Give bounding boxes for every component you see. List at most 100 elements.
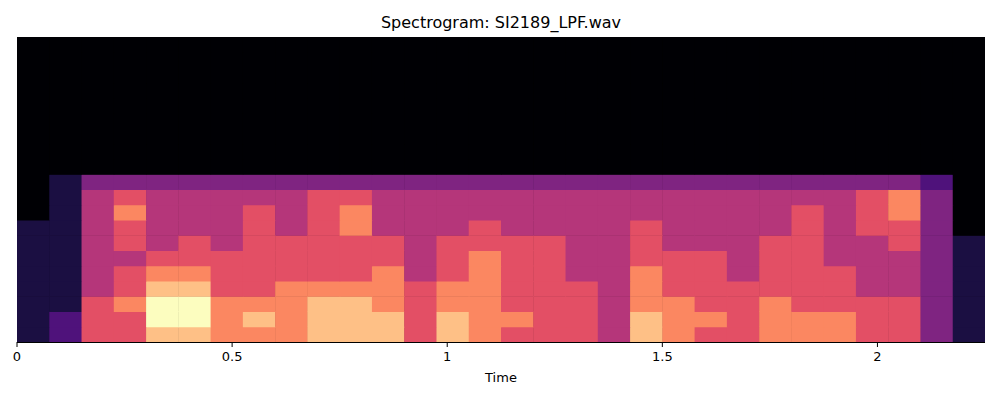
cell: [275, 327, 308, 342]
cell: [49, 220, 82, 236]
cell: [695, 113, 728, 129]
cell: [533, 312, 566, 328]
cell: [243, 113, 276, 129]
cell: [275, 190, 308, 206]
cell: [82, 37, 115, 53]
cell: [824, 205, 857, 221]
cell: [404, 83, 437, 99]
cell: [307, 251, 340, 267]
cell: [275, 220, 308, 236]
cell: [566, 98, 599, 114]
cell: [178, 251, 211, 267]
cell: [695, 37, 728, 53]
cell: [888, 52, 921, 68]
cell: [888, 68, 921, 84]
cell: [824, 296, 857, 312]
cell: [49, 174, 82, 190]
cell: [630, 174, 663, 190]
cell: [340, 83, 373, 99]
cell: [630, 52, 663, 68]
cell: [759, 296, 792, 312]
cell: [146, 174, 179, 190]
cell: [920, 251, 953, 267]
cell: [856, 113, 889, 129]
x-tick: [662, 342, 663, 347]
cell: [630, 37, 663, 53]
cell: [178, 174, 211, 190]
cell: [372, 174, 405, 190]
cell: [340, 235, 373, 251]
cell: [759, 266, 792, 282]
cell: [146, 37, 179, 53]
cell: [307, 159, 340, 175]
cell: [211, 83, 244, 99]
cell: [791, 159, 824, 175]
cell: [759, 52, 792, 68]
cell: [824, 83, 857, 99]
cell: [404, 266, 437, 282]
x-tick: [877, 342, 878, 347]
cell: [759, 113, 792, 129]
cell: [82, 52, 115, 68]
cell: [501, 113, 534, 129]
cell: [146, 327, 179, 342]
cell: [533, 296, 566, 312]
cell: [404, 159, 437, 175]
cell: [856, 83, 889, 99]
cell: [275, 174, 308, 190]
cell: [340, 98, 373, 114]
cell: [49, 98, 82, 114]
cell: [114, 129, 147, 145]
cell: [791, 327, 824, 342]
cell: [598, 296, 631, 312]
cell: [501, 281, 534, 297]
cell: [49, 296, 82, 312]
cell: [146, 159, 179, 175]
cell: [307, 83, 340, 99]
cell: [372, 220, 405, 236]
cell: [953, 251, 985, 267]
cell: [340, 144, 373, 160]
cell: [307, 144, 340, 160]
cell: [630, 281, 663, 297]
cell: [662, 190, 695, 206]
cell: [49, 52, 82, 68]
cell: [598, 83, 631, 99]
cell: [953, 113, 985, 129]
cell: [372, 327, 405, 342]
cell: [695, 296, 728, 312]
cell: [888, 37, 921, 53]
cell: [211, 113, 244, 129]
cell: [566, 251, 599, 267]
cell: [727, 83, 760, 99]
cell: [340, 205, 373, 221]
cell: [146, 83, 179, 99]
cell: [243, 190, 276, 206]
cell: [114, 144, 147, 160]
cell: [178, 266, 211, 282]
cell: [888, 312, 921, 328]
cell: [469, 113, 502, 129]
cell: [662, 312, 695, 328]
cell: [372, 113, 405, 129]
cell: [695, 327, 728, 342]
cell: [372, 52, 405, 68]
cell: [340, 52, 373, 68]
cell: [566, 68, 599, 84]
cell: [17, 68, 50, 84]
cell: [856, 251, 889, 267]
cell: [275, 144, 308, 160]
cell: [695, 144, 728, 160]
cell: [759, 235, 792, 251]
cell: [953, 52, 985, 68]
cell: [888, 174, 921, 190]
cell: [791, 220, 824, 236]
cell: [533, 235, 566, 251]
cell: [662, 98, 695, 114]
cell: [114, 113, 147, 129]
cell: [211, 37, 244, 53]
cell: [759, 312, 792, 328]
chart-container: Spectrogram: SI2189_LPF.wav00.511.52Time: [0, 0, 1000, 400]
cell: [340, 68, 373, 84]
cell: [533, 83, 566, 99]
